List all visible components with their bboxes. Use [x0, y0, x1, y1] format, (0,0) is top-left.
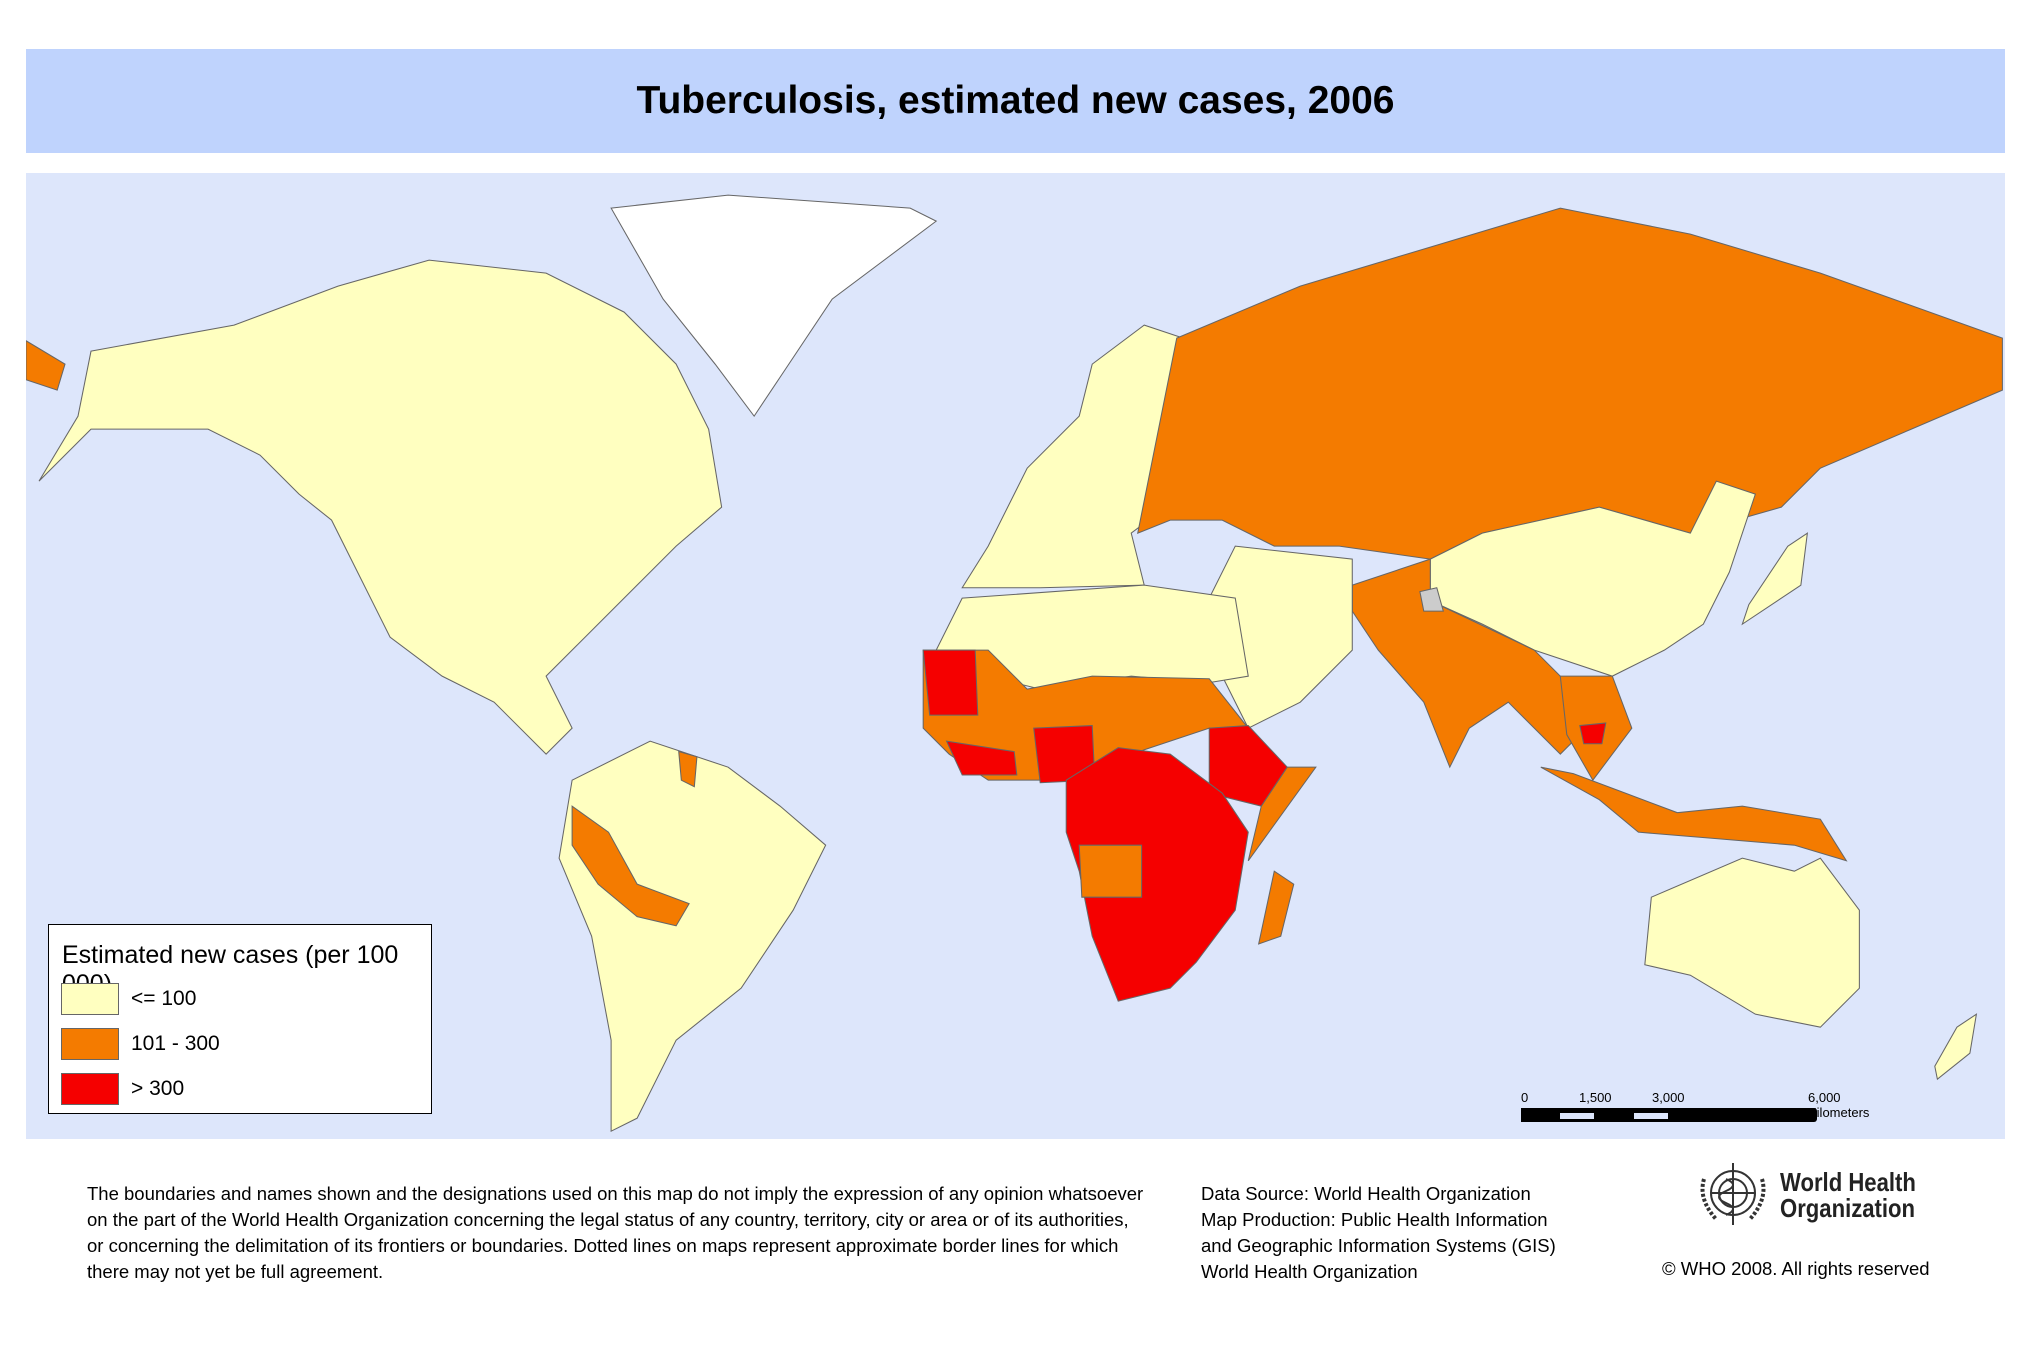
region-new-zealand [1934, 1013, 1978, 1081]
data-source: Data Source: World Health Organization M… [1201, 1181, 1556, 1285]
who-emblem-icon [1700, 1163, 1766, 1225]
region-australia [1644, 857, 1860, 1028]
scale-segment [1634, 1113, 1668, 1119]
region-guyana [678, 750, 698, 788]
region-mauritania [922, 649, 979, 716]
legend-label: 101 - 300 [131, 1032, 220, 1055]
disclaimer: The boundaries and names shown and the d… [87, 1181, 1187, 1285]
scale-bar-track [1521, 1108, 1817, 1122]
scale-label: 3,000 [1652, 1090, 1685, 1105]
legend-item: <= 100 [61, 983, 196, 1015]
who-name-line: Organization [1780, 1193, 1916, 1223]
legend-item: > 300 [61, 1073, 184, 1105]
legend-label: <= 100 [131, 987, 197, 1010]
legend-item: 101 - 300 [61, 1028, 220, 1060]
legend-label: > 300 [131, 1077, 185, 1100]
scale-label: 0 [1521, 1090, 1529, 1105]
region-cambodia [1579, 722, 1607, 745]
region-west-coast [945, 740, 1018, 776]
region-somalia [1247, 766, 1317, 862]
region-china [1429, 480, 1757, 677]
world-map [26, 173, 2005, 1139]
who-name: World Health Organization [1780, 1169, 1916, 1221]
region-angola [1078, 844, 1143, 898]
who-name-line: World Health [1780, 1167, 1916, 1197]
region-south-asia [1351, 558, 1587, 769]
source-line: Map Production: Public Health Informatio… [1201, 1209, 1548, 1230]
scale-segment [1560, 1113, 1594, 1119]
region-sub-saharan-africa [1065, 747, 1249, 1002]
source-line: World Health Organization [1201, 1261, 1418, 1282]
region-peru-bolivia [571, 805, 690, 927]
region-indonesia [1540, 766, 1848, 862]
scale-bar [1521, 90, 1851, 130]
region-europe [961, 324, 1184, 589]
legend-title: Estimated new cases (per 100 000) [62, 941, 399, 998]
scale-label: 6,000 Kilometers [1808, 1090, 1870, 1120]
scale-label: 1,500 [1579, 1090, 1612, 1105]
legend-swatch [61, 983, 119, 1015]
region-no-data [1419, 587, 1444, 612]
source-line: Data Source: World Health Organization [1201, 1183, 1531, 1204]
map-canvas [26, 194, 2003, 1133]
legend-swatch [61, 1073, 119, 1105]
region-russia-central-asia [1137, 207, 2003, 560]
disclaimer-line: on the part of the World Health Organiza… [87, 1209, 1129, 1230]
region-alaska-far-east [26, 340, 66, 391]
region-north-america [38, 259, 723, 755]
source-line: and Geographic Information Systems (GIS) [1201, 1235, 1556, 1256]
copyright: © WHO 2008. All rights reserved [1662, 1258, 1930, 1279]
region-japan [1741, 532, 1809, 626]
region-madagascar [1257, 870, 1295, 945]
title-bar: Tuberculosis, estimated new cases, 2006 [26, 49, 2005, 153]
map-legend: Estimated new cases (per 100 000) <= 100… [48, 924, 432, 1114]
disclaimer-line: The boundaries and names shown and the d… [87, 1183, 1144, 1204]
region-south-america [558, 740, 827, 1133]
region-greenland [610, 194, 938, 418]
legend-swatch [61, 1028, 119, 1060]
disclaimer-line: or concerning the delimitation of its fr… [87, 1235, 1119, 1256]
scale-bar: 0 1,500 3,000 6,000 Kilometers [1521, 1090, 1869, 1130]
disclaimer-line: there may not yet be full agreement. [87, 1261, 384, 1282]
map-title: Tuberculosis, estimated new cases, 2006 [636, 79, 1395, 122]
who-logo: World Health Organization [1692, 1159, 1940, 1231]
